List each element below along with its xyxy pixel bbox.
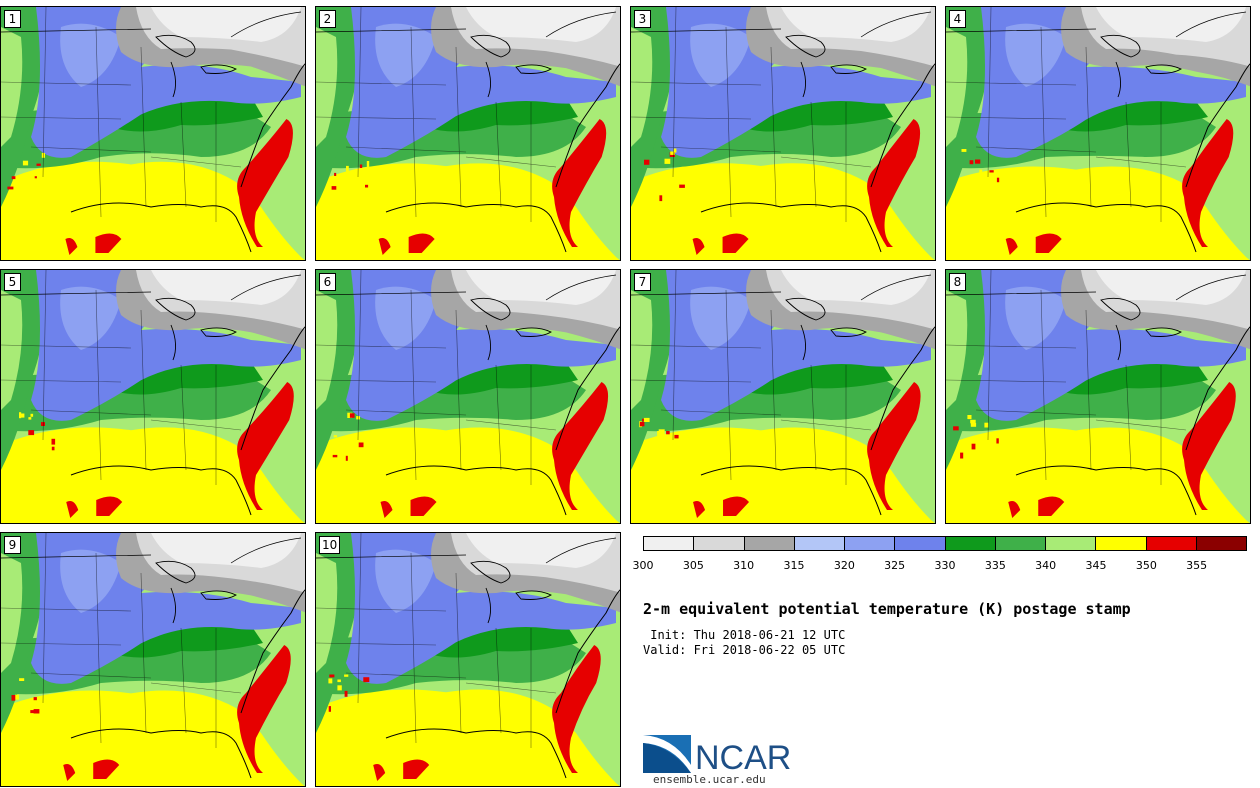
colorbar-swatch <box>895 537 946 550</box>
map-panel: 3 <box>630 6 936 261</box>
colorbar-swatch <box>1046 537 1097 550</box>
colorbar-swatch <box>694 537 745 550</box>
chart-title: 2-m equivalent potential temperature (K)… <box>643 600 1131 618</box>
panel-number: 8 <box>949 273 966 291</box>
colorbar-tick-label: 350 <box>1135 559 1157 572</box>
map-panel: 7 <box>630 269 936 524</box>
panel-number: 3 <box>634 10 651 28</box>
map-panel: 5 <box>0 269 306 524</box>
colorbar-swatch <box>644 537 695 550</box>
logo-url: ensemble.ucar.edu <box>653 773 766 786</box>
valid-time: Valid: Fri 2018-06-22 05 UTC <box>643 643 846 657</box>
colorbar-tick-label: 355 <box>1186 559 1208 572</box>
panel-number: 2 <box>319 10 336 28</box>
panel-number: 9 <box>4 536 21 554</box>
colorbar-tick-label: 340 <box>1035 559 1057 572</box>
colorbar-tick-label: 325 <box>884 559 906 572</box>
map-panel: 8 <box>945 269 1251 524</box>
map-panel: 6 <box>315 269 621 524</box>
colorbar-tick-label: 315 <box>783 559 805 572</box>
map-panel: 10 <box>315 532 621 787</box>
colorbar-swatch <box>1146 537 1197 550</box>
colorbar-swatch <box>995 537 1046 550</box>
colorbar-tick-label: 310 <box>733 559 755 572</box>
ncar-logo: NCAR <box>643 735 791 776</box>
panel-number: 10 <box>319 536 341 554</box>
colorbar <box>643 536 1247 551</box>
init-time: Init: Thu 2018-06-21 12 UTC <box>643 628 846 642</box>
colorbar-swatch <box>1196 537 1246 550</box>
map-panel: 4 <box>945 6 1251 261</box>
colorbar-swatch <box>845 537 896 550</box>
map-panel: 9 <box>0 532 306 787</box>
colorbar-swatch <box>744 537 795 550</box>
colorbar-tick-label: 320 <box>833 559 855 572</box>
colorbar-tick-label: 345 <box>1085 559 1107 572</box>
colorbar-swatch <box>1096 537 1147 550</box>
panel-number: 1 <box>4 10 21 28</box>
panel-number: 7 <box>634 273 651 291</box>
panel-number: 5 <box>4 273 21 291</box>
colorbar-swatch <box>945 537 996 550</box>
colorbar-tick-label: 330 <box>934 559 956 572</box>
panel-number: 4 <box>949 10 966 28</box>
logo-text: NCAR <box>695 739 791 776</box>
map-panel: 2 <box>315 6 621 261</box>
colorbar-tick-label: 335 <box>984 559 1006 572</box>
colorbar-tick-label: 305 <box>682 559 704 572</box>
map-panel: 1 <box>0 6 306 261</box>
panel-number: 6 <box>319 273 336 291</box>
colorbar-swatch <box>794 537 845 550</box>
colorbar-tick-label: 300 <box>632 559 654 572</box>
